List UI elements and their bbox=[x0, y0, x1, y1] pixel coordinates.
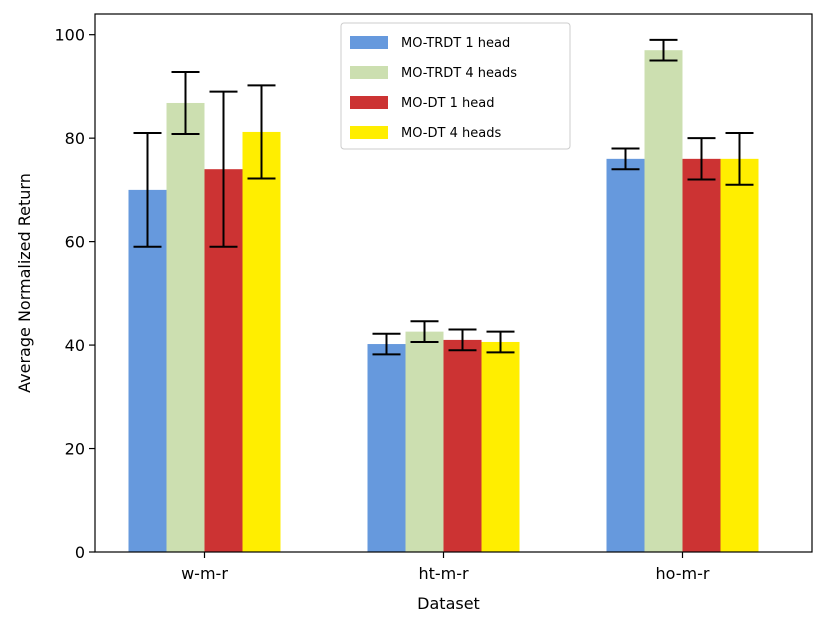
bar-w-m-r-3 bbox=[242, 131, 281, 552]
bar-ht-m-r-3 bbox=[481, 341, 520, 552]
bar-ho-m-r-3 bbox=[720, 158, 759, 552]
bar-ho-m-r-0 bbox=[606, 158, 645, 552]
y-tick-label: 60 bbox=[65, 233, 85, 252]
bar-w-m-r-0 bbox=[128, 189, 167, 552]
bar-ht-m-r-0 bbox=[367, 344, 406, 552]
error-bar-w-m-r-0 bbox=[133, 131, 162, 248]
legend-swatch bbox=[350, 36, 388, 49]
y-tick-label: 20 bbox=[65, 440, 85, 459]
x-tick-label: w-m-r bbox=[181, 564, 228, 583]
legend: MO-TRDT 1 head MO-TRDT 4 heads MO-DT 1 hea… bbox=[340, 22, 571, 150]
y-tick-label: 80 bbox=[65, 129, 85, 148]
legend-swatch bbox=[350, 66, 388, 79]
error-bar-w-m-r-1 bbox=[171, 70, 200, 136]
x-tick-label: ht-m-r bbox=[418, 564, 469, 583]
legend-swatch bbox=[350, 96, 388, 109]
legend-frame bbox=[340, 22, 571, 150]
error-bar-ht-m-r-0 bbox=[372, 332, 401, 356]
plot-area bbox=[128, 38, 759, 552]
error-bar-ho-m-r-1 bbox=[649, 38, 678, 62]
bar-ho-m-r-2 bbox=[682, 158, 721, 552]
legend-label: MO-DT 4 heads bbox=[401, 126, 501, 141]
axes: 0 20 40 60 80 100 w-m-r ht-m-r ho-m-r bbox=[54, 26, 709, 583]
y-axis-title: Average Normalized Return bbox=[15, 173, 34, 393]
error-bar-ho-m-r-3 bbox=[725, 131, 754, 186]
legend-label: MO-TRDT 1 head bbox=[401, 36, 510, 51]
error-bar-ht-m-r-1 bbox=[410, 320, 439, 343]
bar-ht-m-r-2 bbox=[443, 339, 482, 552]
legend-label: MO-DT 1 head bbox=[401, 96, 494, 111]
error-bar-ho-m-r-0 bbox=[611, 147, 640, 171]
y-tick-label: 0 bbox=[75, 543, 85, 562]
y-tick-label: 40 bbox=[65, 336, 85, 355]
bar-w-m-r-1 bbox=[166, 102, 205, 552]
error-bar-ht-m-r-2 bbox=[448, 328, 477, 352]
error-bar-ho-m-r-2 bbox=[687, 137, 716, 181]
x-axis-title: Dataset bbox=[417, 594, 480, 613]
error-bar-w-m-r-3 bbox=[247, 84, 276, 180]
y-tick-label: 100 bbox=[54, 26, 85, 45]
legend-label: MO-TRDT 4 heads bbox=[401, 66, 517, 81]
error-bar-w-m-r-2 bbox=[209, 90, 238, 248]
legend-swatch bbox=[350, 126, 388, 139]
bar-ht-m-r-1 bbox=[405, 331, 444, 552]
bar-ho-m-r-1 bbox=[644, 50, 683, 552]
error-bar-ht-m-r-3 bbox=[486, 330, 515, 354]
x-tick-label: ho-m-r bbox=[656, 564, 710, 583]
plot-frame bbox=[94, 13, 813, 553]
